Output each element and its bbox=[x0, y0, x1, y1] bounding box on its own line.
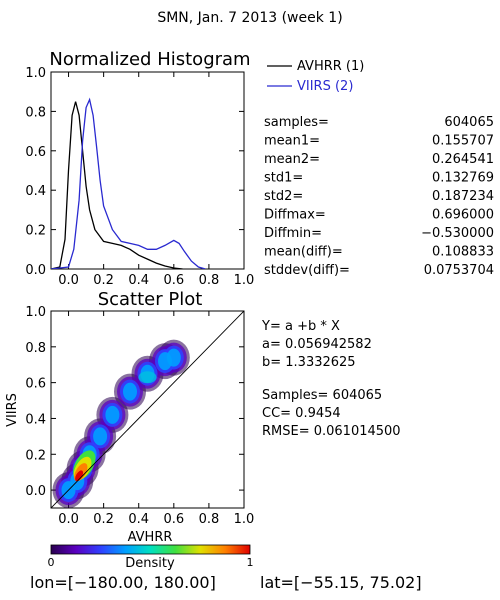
regression-a: a= 0.056942582 bbox=[262, 337, 372, 352]
stat-label: mean2= bbox=[264, 152, 320, 167]
density-lobe bbox=[138, 371, 157, 384]
histogram-ytick-label: 0.4 bbox=[25, 184, 46, 199]
stat-label: Diffmax= bbox=[264, 208, 326, 223]
regression-model: Y= a +b * X bbox=[261, 319, 340, 334]
scatter-ytick-label: 0.4 bbox=[25, 412, 46, 427]
stat-label: std1= bbox=[264, 171, 303, 186]
legend-label-avhrr: AVHRR (1) bbox=[297, 59, 364, 74]
scatter-xtick-label: 0.8 bbox=[199, 512, 220, 527]
scatter-ytick-label: 0.2 bbox=[25, 448, 46, 463]
histogram-xtick-label: 1.0 bbox=[234, 273, 255, 288]
scatter-xtick-label: 1.0 bbox=[234, 512, 255, 527]
colorbar-label: Density bbox=[125, 556, 175, 571]
stat-value: 0.187234 bbox=[432, 189, 494, 204]
scatter-ytick-label: 1.0 bbox=[25, 305, 46, 320]
colorbar-min-label: 0 bbox=[48, 556, 55, 569]
stat-value: −0.530000 bbox=[421, 226, 494, 241]
stat-label: std2= bbox=[264, 189, 303, 204]
footer-lon-range: lon=[−180.00, 180.00] bbox=[30, 573, 216, 592]
histogram-series-avhrr bbox=[51, 101, 183, 269]
histogram-ytick-label: 0.0 bbox=[25, 263, 46, 278]
scatter-xlabel: AVHRR bbox=[128, 530, 173, 545]
stat-value: 604065 bbox=[444, 115, 494, 130]
histogram-xtick-label: 0.0 bbox=[58, 273, 79, 288]
footer-lat-range: lat=[−55.15, 75.02] bbox=[260, 573, 422, 592]
stat-value: 0.155707 bbox=[432, 134, 494, 149]
histogram-ytick-label: 1.0 bbox=[25, 66, 46, 81]
histogram-title: Normalized Histogram bbox=[49, 49, 250, 70]
scatter-xtick-label: 0.6 bbox=[163, 512, 184, 527]
colorbar-gradient bbox=[50, 544, 251, 555]
histogram-ytick-label: 0.2 bbox=[25, 224, 46, 239]
stat-label: Diffmin= bbox=[264, 226, 322, 241]
histogram-series-viirs bbox=[51, 97, 206, 269]
histogram-ytick-label: 0.6 bbox=[25, 145, 46, 160]
scatter-frame bbox=[50, 310, 245, 509]
scatter-samples: Samples= 604065 bbox=[262, 388, 382, 403]
scatter-stats: Y= a +b * X a= 0.056942582 b= 1.3332625 … bbox=[261, 319, 401, 439]
scatter-title: Scatter Plot bbox=[98, 289, 203, 310]
scatter-ylabel: VIIRS bbox=[5, 393, 20, 427]
legend-label-viirs: VIIRS (2) bbox=[297, 79, 353, 94]
scatter-xtick-label: 0.2 bbox=[93, 512, 114, 527]
scatter-ytick-label: 0.8 bbox=[25, 341, 46, 356]
histogram-plot: 0.0 0.2 0.4 0.6 0.8 1.0 0.0 0.2 0.4 0.6 0.8 1.0 bbox=[25, 66, 254, 288]
stat-label: mean1= bbox=[264, 134, 320, 149]
colorbar-max-label: 1 bbox=[247, 556, 254, 569]
density-cloud bbox=[52, 339, 190, 508]
density-colorbar: 0 Density 1 bbox=[48, 544, 254, 571]
stat-label: mean(diff)= bbox=[264, 245, 343, 260]
figure-title: SMN, Jan. 7 2013 (week 1) bbox=[157, 10, 342, 26]
stat-value: 0.696000 bbox=[432, 208, 494, 223]
histogram-xtick-label: 0.4 bbox=[128, 273, 149, 288]
histogram-frame bbox=[50, 71, 245, 270]
density-blob bbox=[93, 427, 108, 446]
density-blob bbox=[166, 348, 181, 367]
stat-value: 0.0753704 bbox=[424, 263, 494, 278]
histogram-ytick-label: 0.8 bbox=[25, 105, 46, 120]
histogram-xtick-label: 0.2 bbox=[93, 273, 114, 288]
density-blob bbox=[123, 382, 137, 401]
scatter-plot: 0.0 0.2 0.4 0.6 0.8 1.0 0.0 0.2 0.4 0.6 0.8 1.0 bbox=[25, 305, 254, 527]
density-core bbox=[75, 470, 84, 482]
scatter-ytick-label: 0.6 bbox=[25, 377, 46, 392]
scatter-xtick-label: 0.4 bbox=[128, 512, 149, 527]
stat-value: 0.132769 bbox=[432, 171, 494, 186]
histogram-legend: AVHRR (1) VIIRS (2) bbox=[267, 59, 364, 94]
one-to-one-line bbox=[51, 311, 244, 508]
correlation-coefficient: CC= 0.9454 bbox=[262, 406, 341, 421]
stat-value: 0.108833 bbox=[432, 245, 494, 260]
scatter-ytick-label: 0.0 bbox=[25, 484, 46, 499]
density-blob bbox=[105, 405, 120, 424]
histogram-xtick-label: 0.8 bbox=[199, 273, 220, 288]
regression-b: b= 1.3332625 bbox=[262, 355, 356, 370]
histogram-stats: samples= 604065 mean1= 0.155707 mean2= 0.2645… bbox=[264, 115, 494, 278]
histogram-xtick-label: 0.6 bbox=[163, 273, 184, 288]
rmse-value: RMSE= 0.061014500 bbox=[262, 424, 401, 439]
scatter-xtick-label: 0.0 bbox=[58, 512, 79, 527]
stat-label: samples= bbox=[264, 115, 329, 130]
stat-value: 0.264541 bbox=[432, 152, 494, 167]
stat-label: stddev(diff)= bbox=[264, 263, 350, 278]
